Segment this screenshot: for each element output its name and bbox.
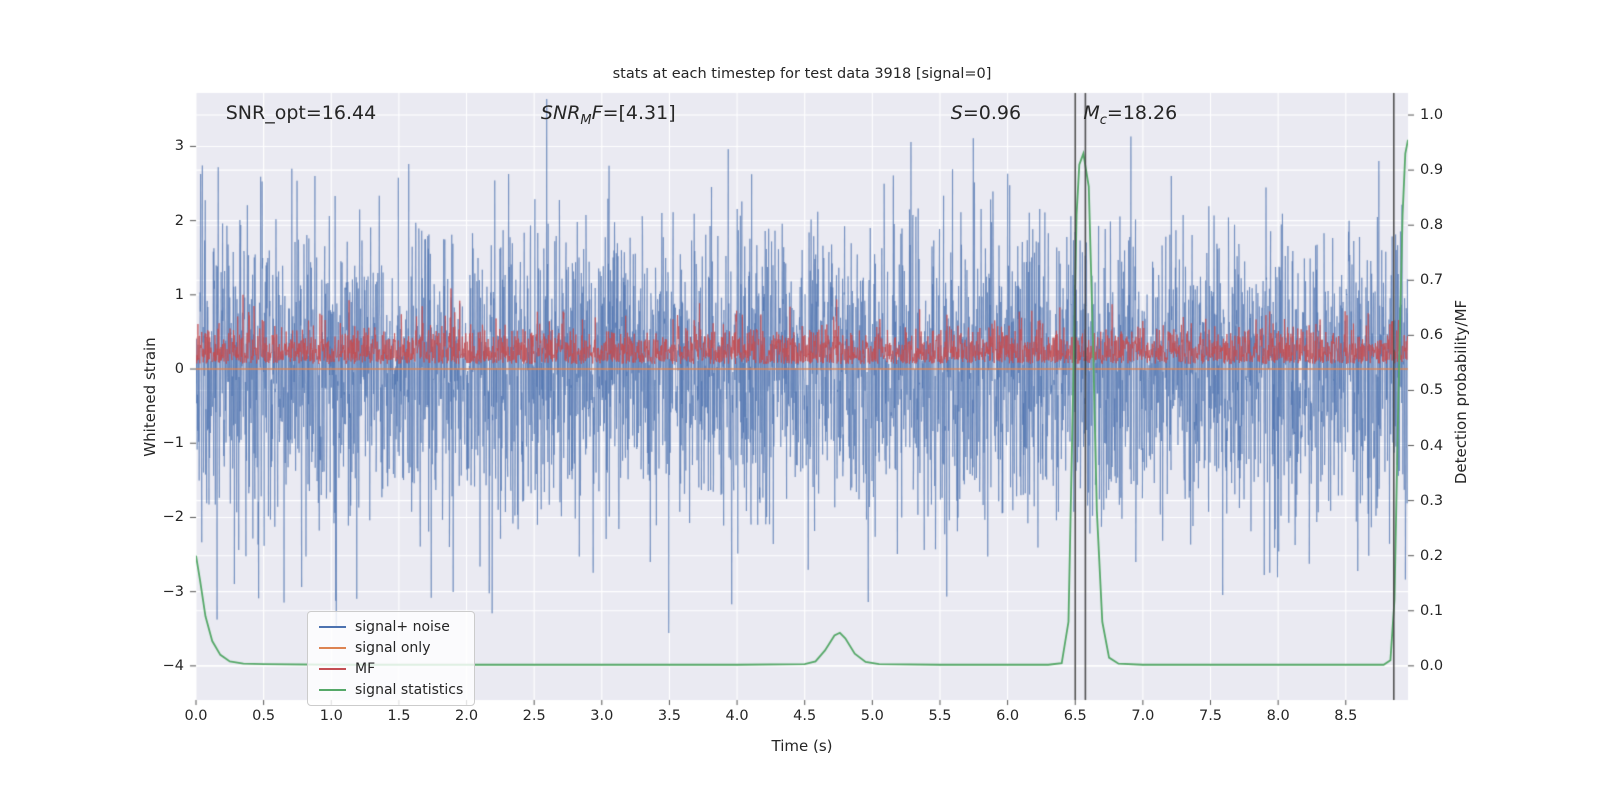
x-tick-label: 6.0 (996, 708, 1020, 724)
x-tick-label: 4.0 (725, 708, 749, 724)
annotation-part: SNR (540, 102, 581, 124)
legend-item-mf: MF (319, 661, 463, 677)
annotation-part: c (1099, 112, 1107, 128)
x-tick-label: 4.5 (793, 708, 817, 724)
y-tick-label-left: 1 (174, 286, 184, 303)
x-tick-label: 1.0 (319, 708, 343, 724)
annotation-s: S=0.96 (951, 102, 1021, 124)
y-tick-label-right: 0.5 (1420, 382, 1444, 399)
x-tick-label: 5.5 (928, 708, 952, 724)
y-tick-label-right: 0.8 (1420, 217, 1444, 234)
y-tick-label-left: −3 (162, 583, 184, 600)
x-tick-label: 8.5 (1334, 708, 1358, 724)
annotation-part: =[4.31] (602, 102, 676, 124)
x-tick-label: 2.5 (522, 708, 546, 724)
x-tick-label: 5.0 (860, 708, 884, 724)
y-tick-label-right: 0.9 (1420, 162, 1444, 179)
x-tick-label: 8.0 (1266, 708, 1290, 724)
x-tick-label: 1.5 (387, 708, 411, 724)
y-tick-label-right: 0.7 (1420, 272, 1444, 289)
legend-label: signal only (355, 640, 431, 656)
legend-line-swatch (319, 668, 346, 670)
legend-line-swatch (319, 626, 346, 628)
x-tick-label: 7.0 (1131, 708, 1155, 724)
legend-label: MF (355, 661, 376, 677)
y-tick-label-right: 1.0 (1420, 107, 1444, 124)
legend-item-signal-statistics: signal statistics (319, 682, 463, 698)
x-tick-label: 0.5 (252, 708, 276, 724)
x-axis-label: Time (s) (771, 737, 833, 755)
legend-item-signal-only: signal only (319, 640, 463, 656)
annotation-mc: Mc=18.26 (1083, 102, 1177, 128)
legend-label: signal+ noise (355, 619, 450, 635)
y-axis-label-left: Whitened strain (141, 337, 159, 457)
y-tick-label-right: 0.2 (1420, 547, 1444, 564)
annotation-part: =18.26 (1106, 102, 1178, 124)
y-axis-label-right: Detection probability/MF (1452, 299, 1470, 485)
y-tick-label-right: 0.4 (1420, 437, 1444, 454)
annotation-snr-mf: SNRMF=[4.31] (541, 102, 676, 128)
x-tick-label: 0.0 (184, 708, 208, 724)
y-tick-label-left: −2 (162, 509, 184, 526)
legend: signal+ noise signal only MF signal statist… (307, 611, 476, 706)
y-tick-label-left: 2 (174, 212, 184, 229)
x-tick-label: 2.0 (455, 708, 479, 724)
y-tick-label-left: −1 (162, 435, 184, 452)
annotation-part: F (591, 102, 603, 124)
annotation-part: SNR_opt=16.44 (225, 102, 377, 124)
chart-title: stats at each timestep for test data 391… (612, 66, 992, 82)
legend-line-swatch (319, 689, 346, 691)
legend-label: signal statistics (355, 682, 464, 698)
annotation-part: S (950, 102, 963, 124)
annotation-part: M (1083, 102, 1100, 124)
x-tick-label: 3.0 (590, 708, 614, 724)
y-tick-label-right: 0.3 (1420, 492, 1444, 509)
y-tick-label-left: −4 (162, 657, 184, 674)
legend-item-signal-noise: signal+ noise (319, 619, 463, 635)
y-tick-label-left: 3 (174, 138, 184, 155)
x-tick-label: 7.5 (1198, 708, 1223, 724)
legend-line-swatch (319, 647, 346, 649)
y-tick-label-left: 0 (174, 361, 184, 378)
y-tick-label-right: 0.1 (1420, 602, 1444, 619)
y-tick-label-right: 0.0 (1420, 657, 1444, 674)
annotation-part: M (580, 112, 592, 128)
x-tick-label: 6.5 (1063, 708, 1087, 724)
annotation-part: =0.96 (962, 102, 1022, 124)
y-tick-label-right: 0.6 (1420, 327, 1444, 344)
annotation-snr-opt: SNR_opt=16.44 (226, 102, 376, 124)
x-tick-label: 3.5 (657, 708, 681, 724)
